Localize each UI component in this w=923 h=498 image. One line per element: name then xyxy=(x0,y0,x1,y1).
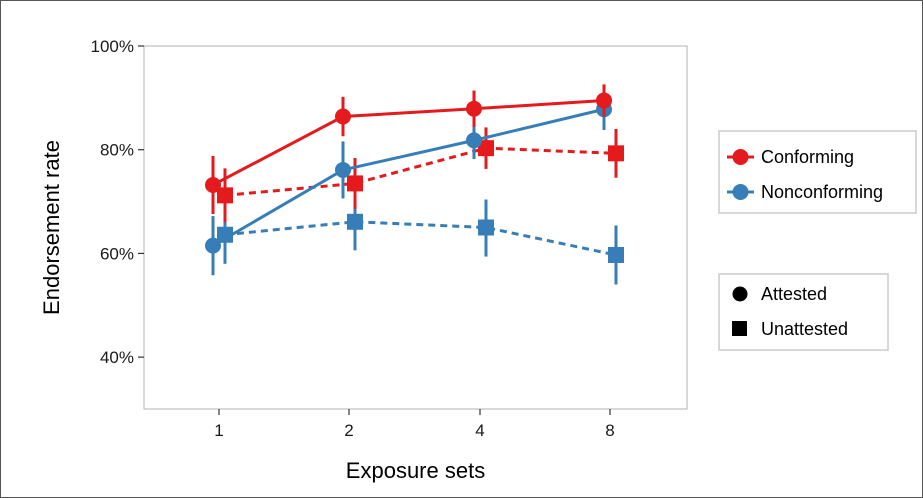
series-line xyxy=(212,107,605,247)
series-layer xyxy=(205,84,624,285)
legend-shape-box xyxy=(718,273,889,351)
data-point-square xyxy=(217,226,233,243)
data-point-square xyxy=(608,246,624,263)
legend-color-box xyxy=(718,130,917,214)
data-point-circle xyxy=(205,237,221,254)
legend-conforming-label: Conforming xyxy=(761,147,854,167)
legend-color-keys xyxy=(727,149,754,200)
legend-color: Conforming Nonconforming xyxy=(718,130,917,214)
y-tick-label: 60% xyxy=(100,244,134,263)
series-line xyxy=(224,146,617,197)
legend-shape: Attested Unattested xyxy=(718,273,889,351)
x-tick-label: 8 xyxy=(605,421,614,440)
data-point-circle xyxy=(205,176,221,193)
legend-nonconforming-label: Nonconforming xyxy=(761,182,883,202)
data-point-square xyxy=(478,219,494,236)
x-axis-title: Exposure sets xyxy=(346,458,485,483)
series-conforming-unattested xyxy=(217,127,624,223)
data-point-circle xyxy=(466,132,482,149)
axis-ticks: 40% 60% 80% 100% 1 2 4 8 xyxy=(91,37,615,440)
x-tick-label: 4 xyxy=(475,421,484,440)
y-axis-title: Endorsement rate xyxy=(39,140,64,315)
legend-unattested-square-icon xyxy=(732,321,747,336)
series-conforming-attested xyxy=(205,84,612,215)
data-point-circle xyxy=(596,92,612,109)
data-point-square xyxy=(608,145,624,162)
data-point-circle xyxy=(466,100,482,117)
data-point-circle xyxy=(335,108,351,125)
legend-key-circle-icon xyxy=(732,184,749,200)
series-nonconforming-unattested xyxy=(217,193,624,285)
legend-attested-circle-icon xyxy=(732,286,748,302)
series-line xyxy=(212,98,605,187)
y-tick-label: 40% xyxy=(100,348,134,367)
legend-attested-label: Attested xyxy=(761,284,827,304)
legend-key-circle-icon xyxy=(732,149,749,165)
data-point-square xyxy=(347,213,363,230)
legend-unattested-label: Unattested xyxy=(761,319,848,339)
series-line xyxy=(224,220,617,257)
data-point-square xyxy=(478,140,494,157)
x-tick-label: 1 xyxy=(214,421,223,440)
data-point-square xyxy=(217,187,233,204)
x-tick-label: 2 xyxy=(344,421,353,440)
y-tick-label: 80% xyxy=(100,141,134,160)
series-nonconforming-attested xyxy=(205,88,612,276)
data-point-circle xyxy=(335,161,351,178)
y-tick-label: 100% xyxy=(91,37,134,56)
data-point-square xyxy=(347,175,363,192)
